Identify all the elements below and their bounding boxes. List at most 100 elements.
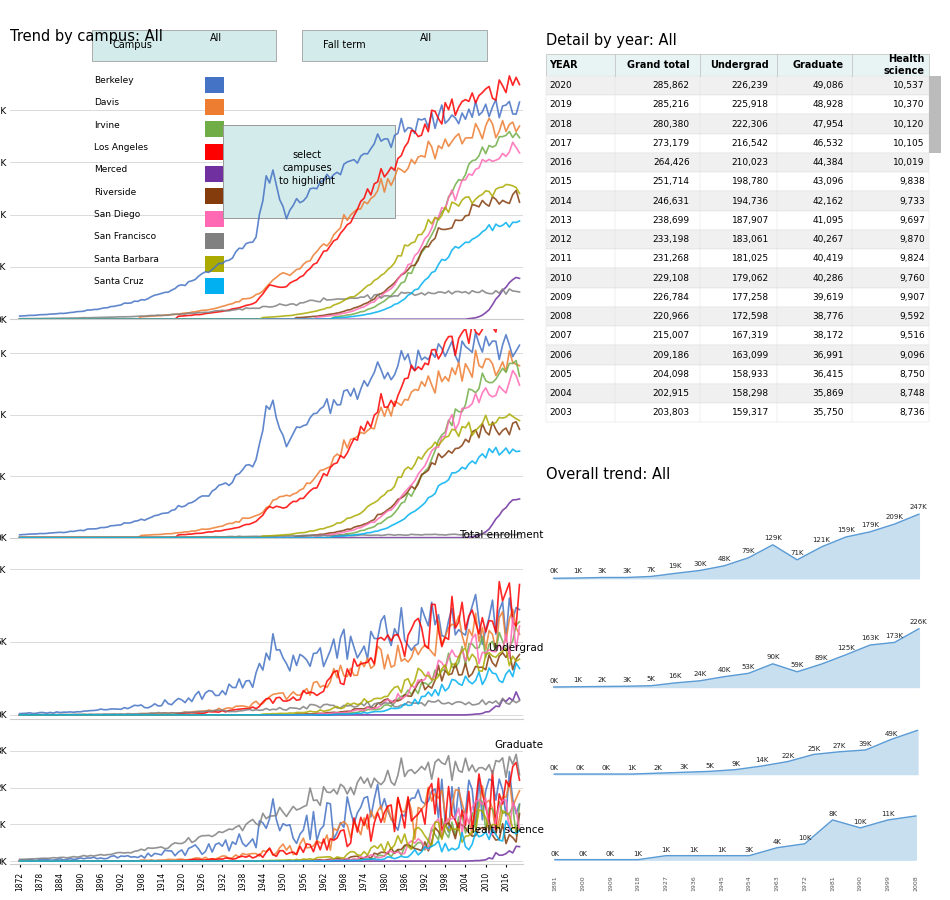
Text: 246,631: 246,631 bbox=[653, 196, 690, 205]
Text: 1909: 1909 bbox=[608, 875, 613, 891]
Text: 8,750: 8,750 bbox=[899, 370, 924, 379]
Text: 9,824: 9,824 bbox=[900, 255, 924, 264]
Text: 5K: 5K bbox=[706, 762, 714, 769]
Text: 9,096: 9,096 bbox=[899, 351, 924, 360]
FancyBboxPatch shape bbox=[545, 230, 929, 249]
Text: 194,736: 194,736 bbox=[732, 196, 769, 205]
Text: 1990: 1990 bbox=[858, 875, 863, 891]
FancyBboxPatch shape bbox=[204, 211, 224, 227]
Text: 1963: 1963 bbox=[774, 875, 780, 891]
Text: 1918: 1918 bbox=[636, 875, 640, 890]
Text: 53K: 53K bbox=[742, 664, 755, 670]
Text: 179,062: 179,062 bbox=[732, 274, 769, 283]
Text: 59K: 59K bbox=[790, 662, 804, 669]
Text: 3K: 3K bbox=[679, 763, 689, 769]
Text: 2010: 2010 bbox=[549, 274, 573, 283]
Text: 48K: 48K bbox=[717, 556, 731, 562]
Text: 35,869: 35,869 bbox=[812, 389, 844, 398]
Text: 9,760: 9,760 bbox=[899, 274, 924, 283]
Text: 204,098: 204,098 bbox=[653, 370, 690, 379]
Text: 1K: 1K bbox=[689, 847, 698, 853]
Text: 280,380: 280,380 bbox=[653, 120, 690, 129]
Text: 2019: 2019 bbox=[549, 100, 573, 109]
Text: 273,179: 273,179 bbox=[653, 139, 690, 148]
Text: 9,592: 9,592 bbox=[899, 312, 924, 321]
Text: Health
science: Health science bbox=[884, 54, 924, 76]
Text: 3K: 3K bbox=[622, 677, 631, 683]
Text: 1K: 1K bbox=[628, 765, 636, 771]
Text: 1945: 1945 bbox=[719, 875, 724, 891]
Text: 181,025: 181,025 bbox=[732, 255, 769, 264]
Text: 10,019: 10,019 bbox=[893, 158, 924, 167]
Text: All: All bbox=[420, 33, 432, 43]
Text: 215,007: 215,007 bbox=[653, 331, 690, 340]
Text: 2015: 2015 bbox=[549, 177, 573, 186]
Text: 9,697: 9,697 bbox=[899, 216, 924, 225]
Text: select
campuses
to highlight: select campuses to highlight bbox=[279, 149, 335, 186]
Text: 10,120: 10,120 bbox=[893, 120, 924, 129]
Text: 3K: 3K bbox=[745, 847, 753, 853]
Text: 1972: 1972 bbox=[802, 875, 808, 891]
Text: 39,619: 39,619 bbox=[812, 292, 844, 302]
Text: Campus: Campus bbox=[112, 40, 152, 50]
Text: 8,736: 8,736 bbox=[899, 409, 924, 418]
Text: 35,750: 35,750 bbox=[812, 409, 844, 418]
Text: 14K: 14K bbox=[755, 758, 769, 763]
Text: 10,537: 10,537 bbox=[893, 81, 924, 90]
Text: 1K: 1K bbox=[717, 847, 726, 853]
Text: 1900: 1900 bbox=[580, 875, 585, 890]
Text: Davis: Davis bbox=[94, 98, 119, 107]
Text: 2016: 2016 bbox=[549, 158, 573, 167]
Text: 3K: 3K bbox=[598, 568, 607, 573]
Text: 2005: 2005 bbox=[549, 370, 573, 379]
Text: 210,023: 210,023 bbox=[732, 158, 769, 167]
Text: 121K: 121K bbox=[812, 537, 830, 543]
FancyBboxPatch shape bbox=[545, 384, 929, 403]
FancyBboxPatch shape bbox=[302, 31, 487, 61]
Text: 0K: 0K bbox=[549, 678, 559, 683]
Text: 0K: 0K bbox=[606, 851, 615, 857]
Text: Health science: Health science bbox=[466, 825, 543, 835]
Text: 264,426: 264,426 bbox=[653, 158, 690, 167]
Text: 247K: 247K bbox=[910, 504, 928, 510]
Text: 11K: 11K bbox=[882, 811, 895, 817]
Text: 79K: 79K bbox=[742, 548, 755, 554]
Text: 159,317: 159,317 bbox=[732, 409, 769, 418]
Text: 4K: 4K bbox=[772, 839, 782, 845]
FancyBboxPatch shape bbox=[545, 76, 929, 95]
FancyBboxPatch shape bbox=[545, 268, 929, 288]
Text: 27K: 27K bbox=[833, 743, 846, 749]
FancyBboxPatch shape bbox=[545, 307, 929, 326]
Text: 9,907: 9,907 bbox=[899, 292, 924, 302]
Text: San Diego: San Diego bbox=[94, 210, 141, 219]
FancyBboxPatch shape bbox=[545, 326, 929, 346]
FancyBboxPatch shape bbox=[204, 122, 224, 138]
Text: 187,907: 187,907 bbox=[732, 216, 769, 225]
Text: 2014: 2014 bbox=[549, 196, 572, 205]
Text: 229,108: 229,108 bbox=[653, 274, 690, 283]
Text: 41,095: 41,095 bbox=[812, 216, 844, 225]
Text: All: All bbox=[210, 33, 222, 43]
Text: 172,598: 172,598 bbox=[732, 312, 769, 321]
Text: 2011: 2011 bbox=[549, 255, 573, 264]
FancyBboxPatch shape bbox=[545, 288, 929, 307]
Text: 2008: 2008 bbox=[913, 875, 919, 890]
Text: 36,991: 36,991 bbox=[812, 351, 844, 360]
Text: Undergrad: Undergrad bbox=[488, 643, 543, 652]
Text: 71K: 71K bbox=[790, 550, 804, 556]
Text: 2003: 2003 bbox=[549, 409, 573, 418]
Text: 1K: 1K bbox=[634, 851, 642, 857]
FancyBboxPatch shape bbox=[929, 76, 940, 153]
Text: 0K: 0K bbox=[550, 765, 559, 771]
Text: 10K: 10K bbox=[853, 819, 867, 825]
Text: 231,268: 231,268 bbox=[653, 255, 690, 264]
Text: 46,532: 46,532 bbox=[812, 139, 844, 148]
Text: 9,733: 9,733 bbox=[899, 196, 924, 205]
FancyBboxPatch shape bbox=[545, 192, 929, 211]
Text: 39K: 39K bbox=[859, 742, 872, 747]
FancyBboxPatch shape bbox=[204, 188, 224, 204]
Text: 167,319: 167,319 bbox=[732, 331, 769, 340]
Text: 38,172: 38,172 bbox=[812, 331, 844, 340]
Text: Fall term: Fall term bbox=[323, 40, 366, 50]
Text: 220,966: 220,966 bbox=[653, 312, 690, 321]
